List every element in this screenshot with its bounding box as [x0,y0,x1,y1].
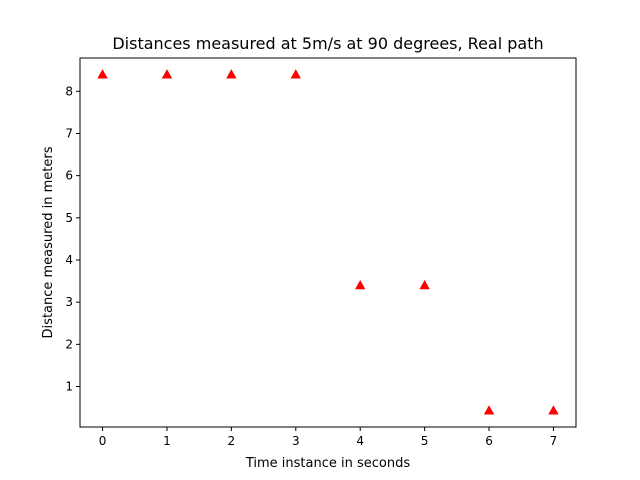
y-axis-label: Distance measured in meters [41,146,56,338]
x-tick-label: 0 [99,434,107,448]
x-tick-label: 4 [356,434,364,448]
data-point-marker [290,69,301,79]
data-point-marker [483,405,495,415]
data-point-marker [419,279,430,290]
y-tick-label: 1 [65,380,73,394]
x-axis: 0 1 2 3 4 5 6 7 [99,427,558,448]
data-point-marker [548,405,559,415]
x-tick-label: 5 [421,434,429,448]
data-point-marker [97,69,108,79]
y-tick-label: 5 [65,211,73,225]
x-tick-label: 3 [292,434,300,448]
x-tick-label: 2 [228,434,236,448]
y-tick-label: 3 [65,295,73,309]
y-axis: 1 2 3 4 5 6 7 8 [65,84,80,394]
plot-area [97,69,559,415]
x-tick-label: 1 [163,434,171,448]
chart-title: Distances measured at 5m/s at 90 degrees… [112,34,543,53]
y-tick-label: 6 [65,169,73,183]
y-tick-label: 4 [65,253,73,267]
y-tick-label: 8 [65,84,73,98]
y-tick-label: 7 [65,126,73,140]
x-tick-label: 7 [550,434,558,448]
y-tick-label: 2 [65,337,73,351]
axes-frame [79,57,577,428]
x-axis-label: Time instance in seconds [245,456,410,471]
data-point-marker [226,69,237,79]
x-tick-label: 6 [485,434,493,448]
data-point-marker [355,279,366,290]
data-point-marker [161,69,173,79]
